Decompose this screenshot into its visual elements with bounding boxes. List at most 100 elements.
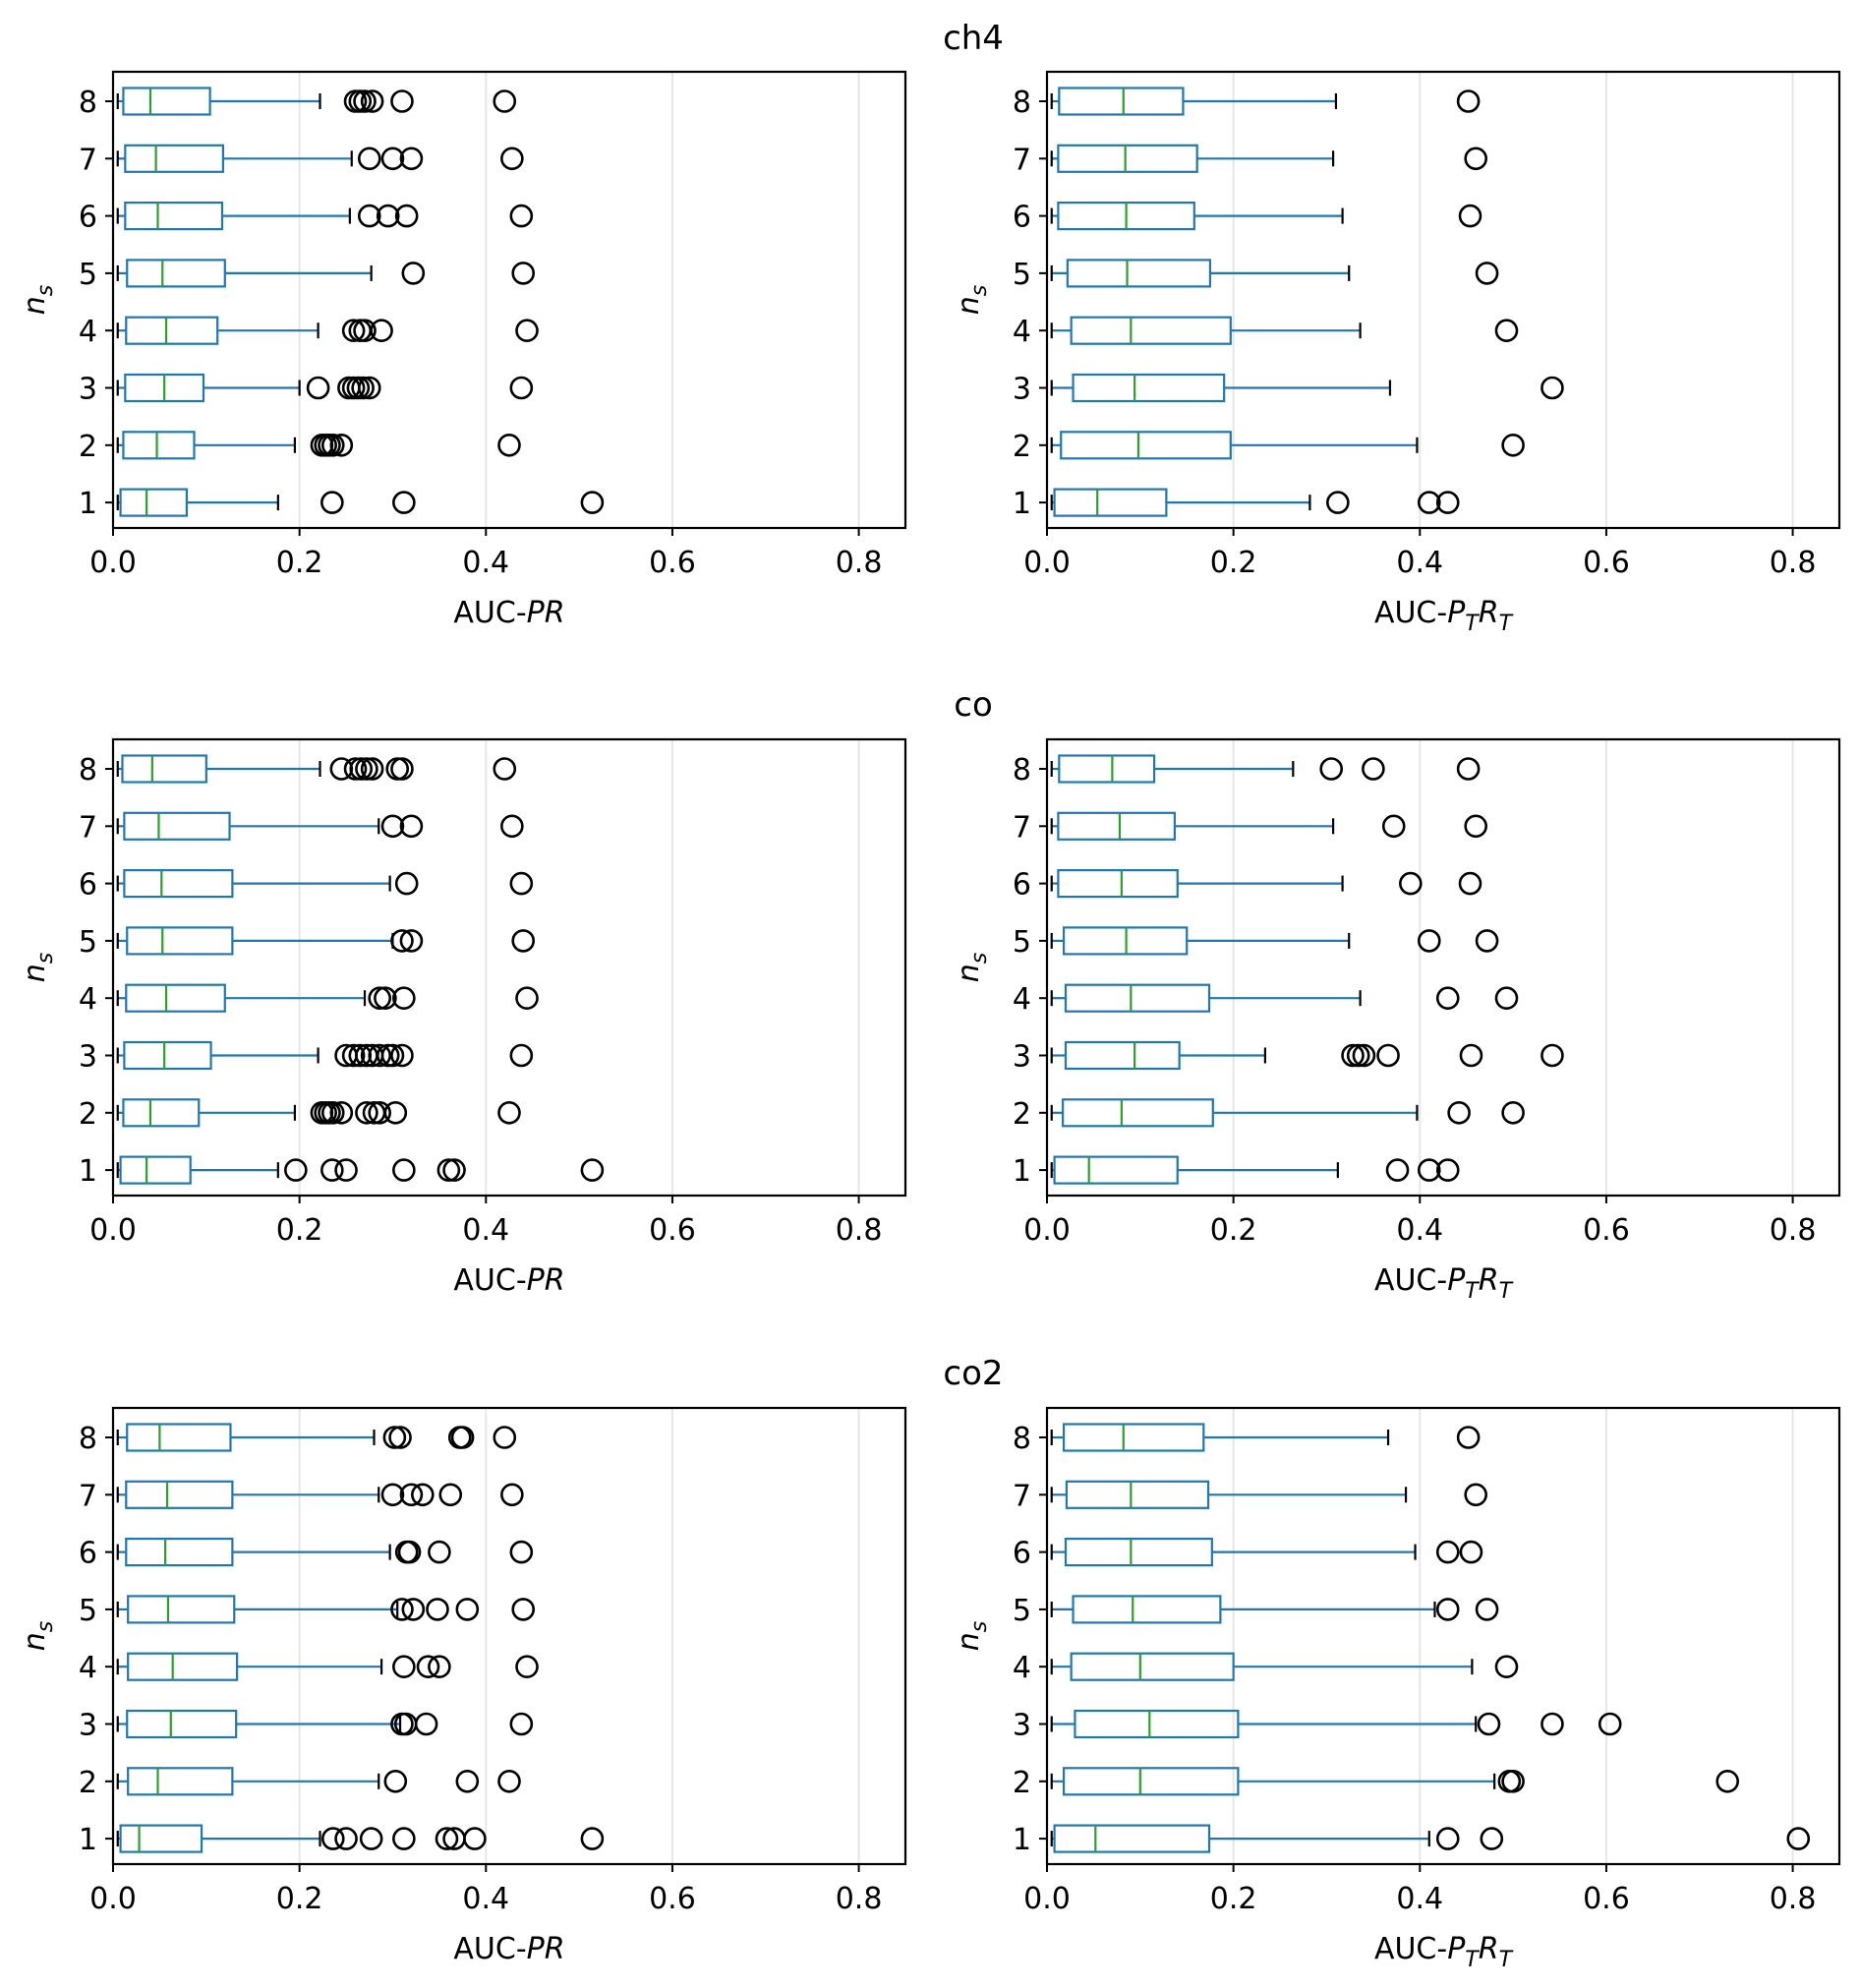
x-tick-label: 0.8 xyxy=(836,1882,883,1916)
y-axis-label: ns xyxy=(18,953,58,982)
iqr-box xyxy=(122,1098,201,1128)
outlier-point xyxy=(436,1158,461,1182)
outlier-point xyxy=(376,204,400,228)
iqr-box xyxy=(1062,1423,1205,1452)
outlier-point xyxy=(1540,1712,1564,1736)
y-axis-label: ns xyxy=(952,1621,992,1651)
plot-frame xyxy=(1045,737,1841,1198)
outlier-point xyxy=(343,757,368,781)
y-tick-label: 4 xyxy=(1013,982,1031,1017)
box-5 xyxy=(1050,1595,1499,1624)
outlier-point xyxy=(390,1598,414,1621)
iqr-box xyxy=(1072,373,1226,403)
x-tick-label: 0.6 xyxy=(1583,1882,1630,1916)
outlier-point xyxy=(390,929,414,953)
plot-frame xyxy=(111,1406,907,1866)
outlier-point xyxy=(435,1827,459,1850)
outlier-point xyxy=(334,1158,358,1182)
outlier-point xyxy=(1501,1770,1525,1793)
x-tick-label: 0.0 xyxy=(1023,1882,1071,1916)
y-tick-label: 1 xyxy=(79,1823,97,1857)
x-axis-label: AUC-PR xyxy=(453,1263,564,1298)
iqr-box xyxy=(119,1155,192,1185)
y-tick-label: 8 xyxy=(1013,1422,1031,1456)
outlier-point xyxy=(374,986,397,1011)
y-tick-label: 7 xyxy=(79,143,97,177)
box-8 xyxy=(1050,1423,1481,1452)
outlier-point xyxy=(388,1426,412,1449)
outlier-point xyxy=(1435,1540,1460,1564)
y-tick-label: 3 xyxy=(1013,1709,1031,1743)
box-5 xyxy=(1050,926,1499,956)
outlier-point xyxy=(383,1770,408,1793)
box-3 xyxy=(116,1040,534,1071)
box-6 xyxy=(1050,1537,1483,1567)
x-axis-label: AUC-PTRT xyxy=(1374,1263,1514,1304)
outlier-point xyxy=(509,1712,534,1736)
iqr-box xyxy=(1065,1480,1210,1509)
outlier-point xyxy=(392,986,416,1011)
outlier-point xyxy=(509,204,534,228)
x-tick-label: 0.4 xyxy=(1396,1213,1443,1248)
outlier-point xyxy=(360,89,384,113)
outlier-point xyxy=(357,376,381,400)
iqr-box xyxy=(1057,144,1198,173)
outlier-point xyxy=(1435,986,1460,1011)
outlier-point xyxy=(1456,1426,1481,1449)
box-2 xyxy=(116,1098,521,1128)
box-8 xyxy=(1050,754,1481,784)
outlier-point xyxy=(455,1770,480,1793)
outlier-point xyxy=(493,1426,517,1449)
outlier-point xyxy=(392,1655,416,1678)
box-3 xyxy=(1050,1040,1564,1071)
iqr-box xyxy=(1057,811,1177,841)
y-tick-label: 2 xyxy=(79,1097,97,1132)
iqr-box xyxy=(126,926,234,956)
outlier-point xyxy=(320,1158,344,1182)
outlier-point xyxy=(1494,1655,1519,1678)
outlier-point xyxy=(320,1827,345,1850)
outlier-point xyxy=(1464,146,1487,171)
iqr-box xyxy=(127,1767,234,1796)
iqr-box xyxy=(122,431,196,460)
outlier-point xyxy=(1501,433,1525,457)
outlier-point xyxy=(1362,757,1385,781)
y-tick-label: 7 xyxy=(1013,810,1031,845)
outlier-point xyxy=(411,1483,435,1507)
outlier-point xyxy=(1447,1101,1471,1125)
x-tick-label: 0.2 xyxy=(1210,1882,1257,1916)
box-1 xyxy=(116,1155,605,1185)
outlier-point xyxy=(334,1827,358,1850)
outlier-point xyxy=(1346,1043,1370,1068)
box-3 xyxy=(116,1709,534,1739)
y-tick-label: 6 xyxy=(79,868,97,903)
iqr-box xyxy=(1074,1709,1240,1739)
y-axis-label: ns xyxy=(18,285,58,315)
box-4 xyxy=(1050,983,1519,1013)
outlier-point xyxy=(1435,491,1460,514)
x-tick-label: 0.8 xyxy=(1770,546,1817,580)
row-title-ch4: ch4 xyxy=(943,19,1004,58)
outlier-point xyxy=(329,433,354,457)
outlier-point xyxy=(392,1827,416,1850)
outlier-point xyxy=(509,1043,534,1068)
y-axis-label: ns xyxy=(18,1621,58,1651)
x-tick-label: 0.2 xyxy=(1210,546,1257,580)
outlier-point xyxy=(580,491,605,514)
outlier-point xyxy=(1480,1827,1504,1850)
outlier-point xyxy=(497,1101,521,1125)
outlier-point xyxy=(383,1101,408,1125)
outlier-point xyxy=(382,1426,407,1449)
outlier-point xyxy=(390,1043,414,1068)
y-tick-label: 1 xyxy=(79,487,97,521)
outlier-point xyxy=(1459,1540,1483,1564)
outlier-point xyxy=(357,204,381,228)
y-tick-label: 1 xyxy=(79,1154,97,1189)
outlier-point xyxy=(1540,1043,1564,1068)
iqr-box xyxy=(1070,1652,1235,1681)
x-tick-label: 0.2 xyxy=(276,1213,323,1248)
outlier-point xyxy=(401,262,426,285)
y-tick-label: 2 xyxy=(1013,1097,1031,1132)
x-tick-label: 0.8 xyxy=(1770,1882,1817,1916)
outlier-point xyxy=(353,89,377,113)
